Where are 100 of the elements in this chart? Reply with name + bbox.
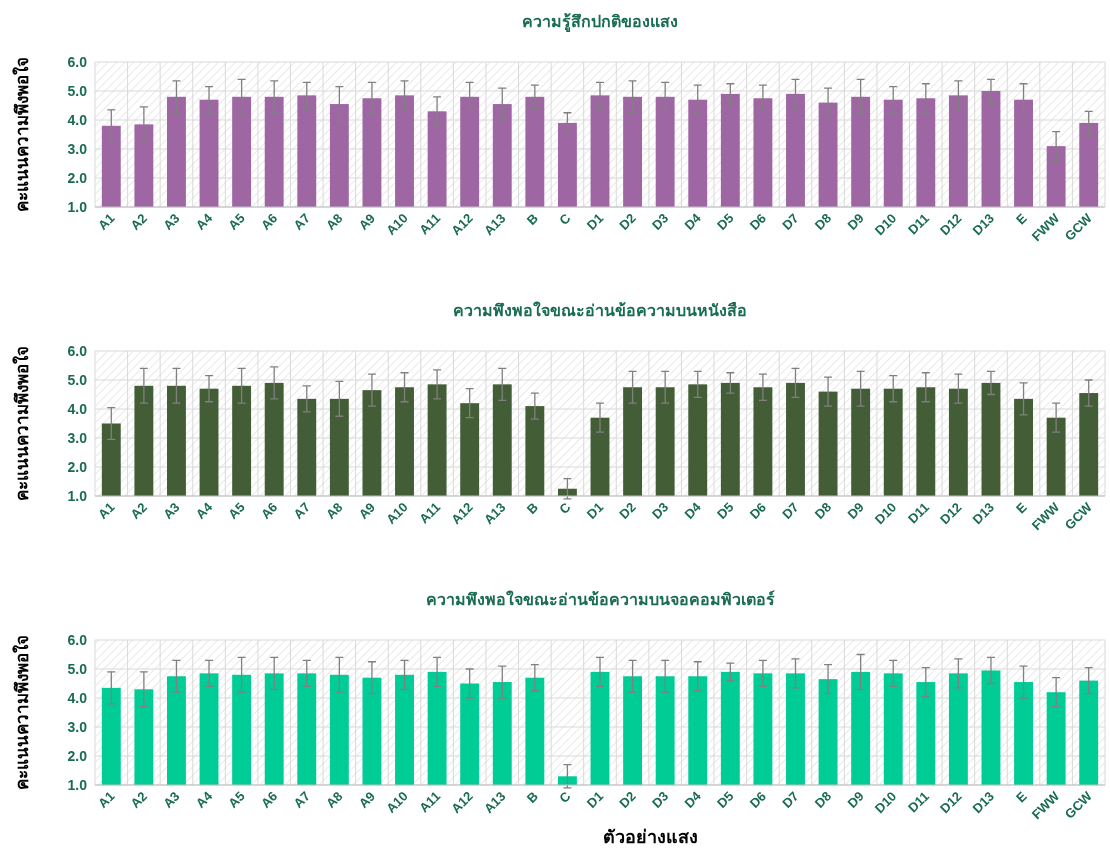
x-tick-label: D10 [871,788,900,816]
y-tick-label: 5.0 [67,83,88,99]
x-tick-label: A6 [257,788,281,811]
x-tick-label: A12 [448,788,476,816]
x-tick-label: A7 [290,788,313,811]
x-tick-label: D2 [616,788,639,811]
x-tick-label: D3 [648,788,672,811]
x-tick-label: D7 [779,210,802,233]
x-tick-label: D11 [904,499,932,527]
x-tick-label: D3 [648,210,672,233]
x-tick-label: A1 [95,210,118,233]
x-tick-label: A3 [160,788,183,811]
x-tick-label: A5 [225,499,248,522]
x-tick-label: A3 [160,499,183,522]
x-tick-label: D1 [583,499,607,522]
x-tick-label: D7 [779,788,802,811]
x-tick-label: A9 [355,210,379,233]
x-tick-label: A11 [416,788,444,816]
x-tick-label: A2 [127,210,150,233]
x-tick-label: C [556,210,574,228]
y-tick-label: 1.0 [67,199,88,215]
x-tick-label: E [1012,788,1030,806]
x-tick-label: B [523,499,541,517]
y-tick-label: 6.0 [67,54,88,70]
x-tick-label: A11 [416,210,444,238]
x-tick-label: D13 [969,210,998,238]
x-tick-label: A12 [448,499,476,527]
x-tick-label: D1 [583,788,607,811]
x-tick-label: A9 [355,788,379,811]
x-tick-label: D5 [714,788,737,811]
y-axis-title: คะแนนความพึงพอใจ [12,346,32,501]
x-tick-label: D11 [904,210,932,238]
x-tick-label: A6 [257,499,281,522]
y-tick-label: 6.0 [67,343,88,359]
x-tick-label: C [556,788,574,806]
x-tick-label: A8 [323,499,346,522]
x-tick-label: D9 [844,210,867,233]
x-tick-label: E [1012,499,1030,517]
x-tick-label: B [523,210,541,228]
y-axis-title: คะแนนความพึงพอใจ [12,635,32,790]
x-tick-label: D11 [904,788,932,816]
x-tick-label: A9 [355,499,379,522]
y-axis-title: คะแนนความพึงพอใจ [12,57,32,212]
x-tick-label: A12 [448,210,476,238]
x-tick-label: D10 [871,210,900,238]
x-tick-label: A4 [192,209,216,233]
y-tick-label: 4.0 [67,690,88,706]
x-tick-label: A10 [383,210,411,238]
x-tick-label: D12 [937,788,965,816]
x-tick-label: A5 [225,210,248,233]
x-tick-label: D2 [616,499,639,522]
y-tick-label: 3.0 [67,719,88,735]
x-tick-label: D6 [746,499,770,522]
x-axis-title: ตัวอย่างแสง [602,827,698,847]
x-tick-label: A7 [290,210,313,233]
x-tick-label: D12 [937,499,965,527]
y-tick-label: 5.0 [67,661,88,677]
chart-title: ความพึงพอใจขณะอ่านข้อความบนหนังสือ [453,301,747,319]
x-tick-label: A13 [480,210,509,238]
x-tick-label: A13 [480,499,509,527]
x-tick-label: A6 [257,210,281,233]
x-tick-label: A7 [290,499,313,522]
chart-title: ความพึงพอใจขณะอ่านข้อความบนจอคอมพิวเตอร์ [425,590,775,608]
x-tick-label: D8 [811,210,835,233]
x-tick-label: A2 [127,499,150,522]
chart-title: ความรู้สึกปกติของแสง [522,13,678,33]
x-tick-label: D3 [648,499,672,522]
x-tick-label: D7 [779,499,802,522]
y-tick-label: 2.0 [67,170,88,186]
x-tick-label: A13 [480,788,509,816]
x-tick-label: D6 [746,210,770,233]
y-tick-label: 6.0 [67,632,88,648]
y-tick-label: 2.0 [67,459,88,475]
x-tick-label: A4 [192,787,216,811]
y-tick-label: 4.0 [67,401,88,417]
x-tick-label: D4 [681,787,705,811]
x-tick-label: A11 [416,499,444,527]
x-tick-label: D5 [714,210,737,233]
y-tick-label: 5.0 [67,372,88,388]
x-tick-label: D9 [844,788,867,811]
x-tick-label: A5 [225,788,248,811]
x-tick-label: A1 [95,499,118,522]
x-tick-label: D13 [969,499,998,527]
x-tick-label: A2 [127,788,150,811]
x-tick-label: D8 [811,499,835,522]
x-tick-label: A10 [383,788,411,816]
y-tick-label: 1.0 [67,488,88,504]
x-tick-label: D1 [583,210,607,233]
y-tick-label: 4.0 [67,112,88,128]
x-tick-label: D10 [871,499,900,527]
y-tick-label: 2.0 [67,748,88,764]
x-tick-label: A3 [160,210,183,233]
x-tick-label: D4 [681,209,705,233]
x-tick-label: D12 [937,210,965,238]
x-tick-label: B [523,788,541,806]
x-tick-label: D2 [616,210,639,233]
y-tick-label: 1.0 [67,777,88,793]
x-tick-label: A1 [95,788,118,811]
x-tick-label: D5 [714,499,737,522]
x-tick-label: A8 [323,788,346,811]
